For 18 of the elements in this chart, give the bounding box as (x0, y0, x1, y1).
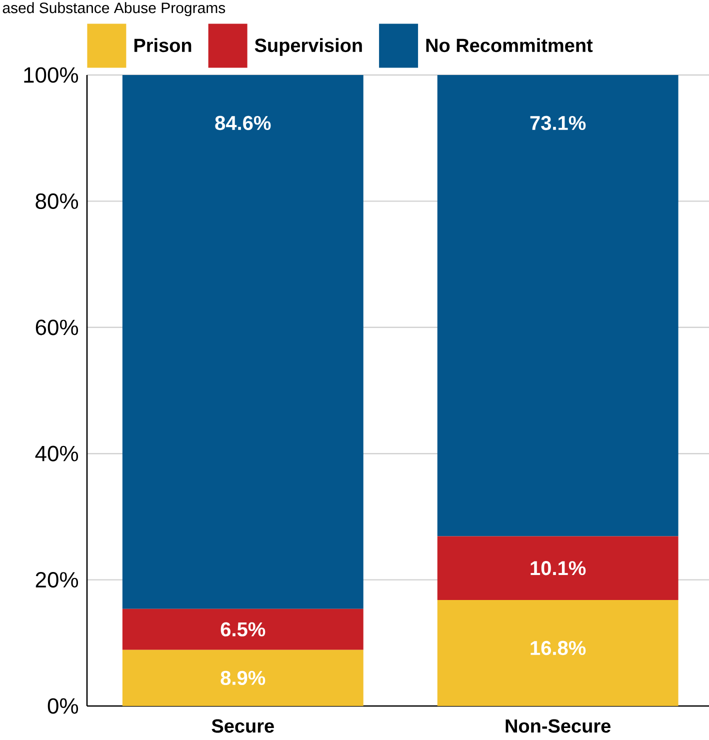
y-tick-label: 100% (24, 67, 78, 83)
data-label: 73.1% (530, 116, 586, 130)
data-label: 10.1% (530, 561, 586, 576)
y-tick-label: 40% (35, 446, 78, 462)
legend-label: No Recommitment (426, 38, 593, 52)
y-tick-label: 0% (48, 698, 78, 714)
data-label: 6.5% (220, 622, 266, 636)
legend-label: Supervision (254, 38, 362, 56)
x-tick-label: Secure (212, 719, 274, 733)
data-label: 84.6% (215, 116, 271, 130)
chart-title: ased Substance Abuse Programs (2, 2, 226, 16)
data-label: 8.9% (220, 670, 266, 686)
x-tick-label: Non-Secure (506, 719, 611, 733)
y-tick-label: 60% (36, 320, 78, 336)
data-label: 16.8% (530, 640, 586, 656)
legend-label: Prison (134, 38, 192, 52)
y-tick-label: 20% (36, 572, 78, 588)
y-tick-label: 80% (36, 193, 78, 209)
